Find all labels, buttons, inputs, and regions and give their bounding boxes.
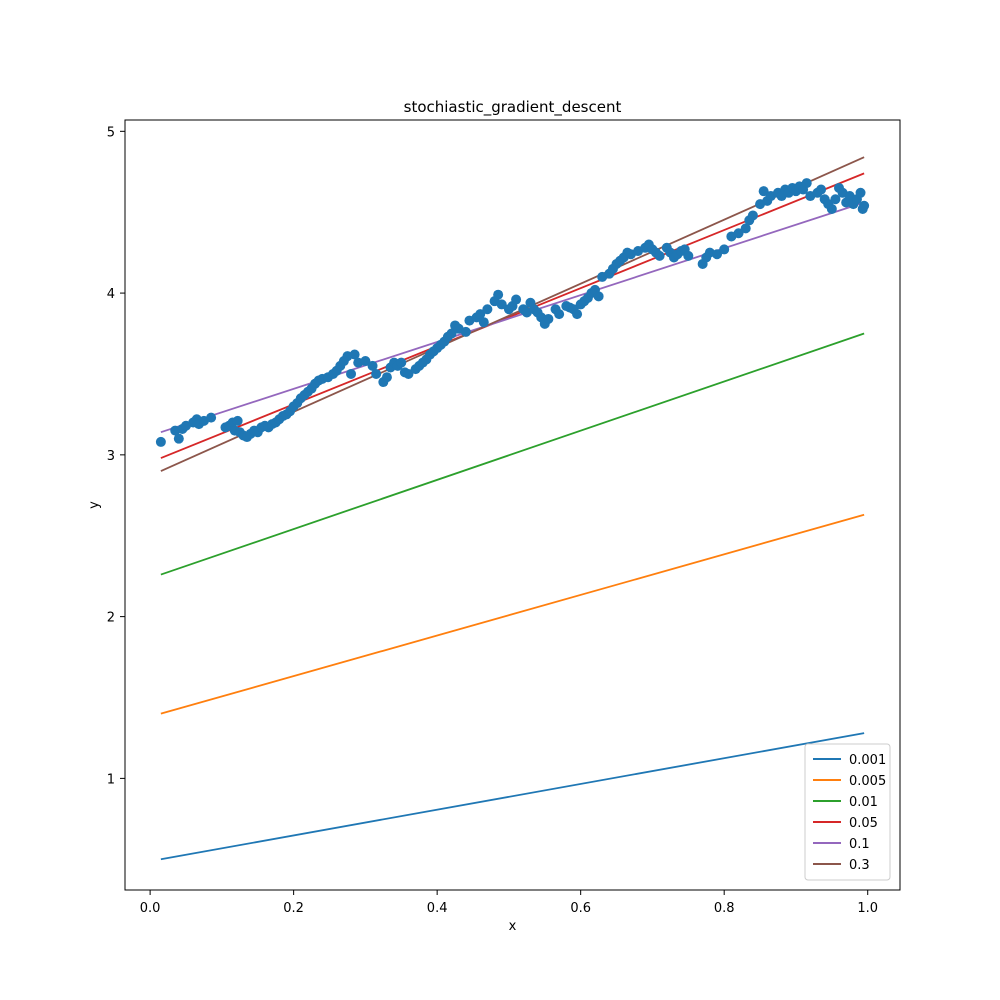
x-axis: 0.0 0.2 0.4 0.6 0.8 1.0 — [140, 890, 878, 916]
scatter-point — [496, 299, 507, 310]
series-line-0-01 — [160, 332, 865, 576]
x-tick-label: 0.0 — [140, 901, 161, 916]
scatter-point — [683, 250, 694, 261]
scatter-point — [403, 368, 414, 379]
scatter-point — [816, 184, 827, 195]
legend-label: 0.3 — [849, 858, 870, 873]
scatter-point — [801, 178, 812, 189]
y-tick-label: 1 — [107, 772, 115, 787]
scatter-point — [554, 309, 565, 320]
x-axis-label: x — [509, 919, 517, 934]
scatter-point — [396, 357, 407, 368]
x-tick-label: 0.8 — [714, 901, 735, 916]
legend-label: 0.05 — [849, 816, 878, 831]
y-axis: 1 2 3 4 5 — [107, 125, 125, 787]
scatter-point — [478, 317, 489, 328]
scatter-point — [173, 433, 184, 444]
scatter-point — [511, 294, 522, 305]
legend-box — [804, 743, 891, 881]
scatter-point — [758, 186, 769, 197]
plot-area-frame — [124, 119, 901, 891]
scatter-point — [593, 291, 604, 302]
scatter-point — [855, 187, 866, 198]
scatter-point — [360, 356, 371, 367]
scatter-point — [349, 349, 360, 360]
legend-label: 0.005 — [849, 774, 886, 789]
plot-layer — [155, 156, 870, 861]
x-tick-label: 0.2 — [283, 901, 304, 916]
scatter-point — [826, 203, 837, 214]
series-line-0-001 — [160, 732, 865, 861]
scatter-point — [367, 360, 378, 371]
y-tick-label: 2 — [107, 611, 115, 626]
scatter-point — [446, 328, 457, 339]
y-tick-label: 3 — [107, 449, 115, 464]
scatter-point — [460, 326, 471, 337]
scatter-point — [747, 210, 758, 221]
scatter-point — [232, 415, 243, 426]
legend: 0.001 0.005 0.01 0.05 0.1 0.3 — [804, 743, 891, 881]
legend-label: 0.001 — [849, 753, 886, 768]
scatter-point — [155, 436, 166, 447]
scatter-point — [654, 250, 665, 261]
scatter-point — [475, 309, 486, 320]
scatter-point — [719, 244, 730, 255]
scatter-point — [381, 372, 392, 383]
scatter-point — [346, 368, 357, 379]
scatter-point — [859, 200, 870, 211]
legend-label: 0.01 — [849, 795, 878, 810]
scatter-point — [493, 289, 504, 300]
x-tick-label: 0.6 — [570, 901, 591, 916]
legend-label: 0.1 — [849, 837, 870, 852]
x-tick-label: 1.0 — [857, 901, 878, 916]
scatter-point — [712, 249, 723, 260]
scatter-point — [830, 194, 841, 205]
y-axis-label: y — [87, 501, 102, 509]
y-tick-label: 4 — [107, 287, 115, 302]
series-line-0-05 — [160, 172, 865, 459]
scatter-point — [206, 412, 217, 423]
y-tick-label: 5 — [107, 125, 115, 140]
scatter-point — [543, 313, 554, 324]
scatter-point — [572, 309, 583, 320]
chart-title: stochiastic_gradient_descent — [404, 98, 622, 117]
scatter-point — [482, 304, 493, 315]
x-tick-label: 0.4 — [427, 901, 448, 916]
series-line-0-1 — [160, 201, 865, 434]
scatter-point — [740, 223, 751, 234]
scatter-point — [733, 228, 744, 239]
scatter-point — [371, 368, 382, 379]
series-line-0-005 — [160, 513, 865, 715]
